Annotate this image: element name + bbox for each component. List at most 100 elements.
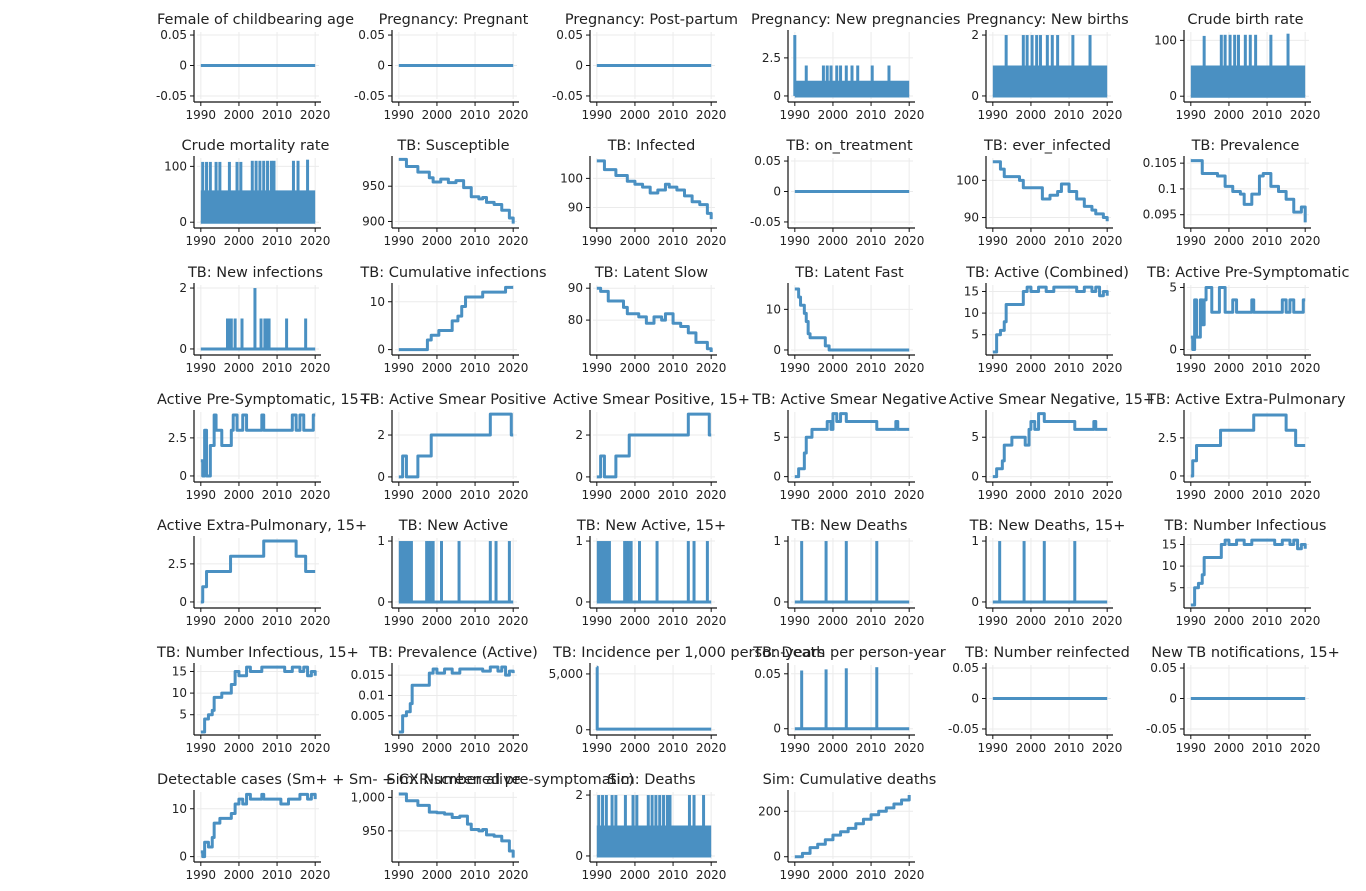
y-tick-label: 10 <box>370 295 385 309</box>
x-tick-label: 2020 <box>300 361 331 375</box>
x-tick-label: 2000 <box>422 868 453 882</box>
x-tick-label: 2010 <box>262 361 293 375</box>
x-tick-label: 1990 <box>582 614 613 628</box>
x-tick-label: 2000 <box>1214 108 1245 122</box>
y-tick-label: 0 <box>773 470 781 484</box>
x-tick-label: 2010 <box>262 234 293 248</box>
x-tick-label: 1990 <box>780 234 811 248</box>
series-line <box>795 667 909 729</box>
series-path <box>597 667 711 729</box>
y-tick-label: 0 <box>971 692 979 706</box>
y-tick-label: 10 <box>766 302 781 316</box>
series-line <box>795 289 909 350</box>
y-tick-label: 950 <box>362 179 385 193</box>
x-tick-label: 2020 <box>1290 361 1321 375</box>
x-tick-label: 2010 <box>460 868 491 882</box>
x-tick-label: 2000 <box>422 614 453 628</box>
x-tick-label: 2000 <box>422 234 453 248</box>
x-tick-label: 2000 <box>1016 614 1047 628</box>
x-tick-label: 2010 <box>1252 488 1283 502</box>
y-tick-label: 0.105 <box>1143 156 1177 170</box>
x-tick-label: 1990 <box>384 488 415 502</box>
x-tick-label: 1990 <box>384 868 415 882</box>
x-tick-label: 2010 <box>1252 741 1283 755</box>
x-tick-label: 2000 <box>620 868 651 882</box>
series-line <box>993 414 1107 477</box>
x-tick-label: 2000 <box>620 488 651 502</box>
x-tick-label: 2010 <box>658 868 689 882</box>
y-tick-label: -0.05 <box>552 89 583 103</box>
x-tick-label: 2020 <box>498 361 529 375</box>
x-tick-label: 2010 <box>262 108 293 122</box>
x-tick-label: 2000 <box>1016 361 1047 375</box>
x-tick-label: 2020 <box>894 361 925 375</box>
y-tick-label: 0 <box>179 595 187 609</box>
x-tick-label: 2020 <box>498 234 529 248</box>
x-tick-label: 1990 <box>780 488 811 502</box>
x-tick-label: 2020 <box>498 614 529 628</box>
y-tick-label: -0.05 <box>948 722 979 736</box>
x-tick-label: 2010 <box>658 234 689 248</box>
y-tick-label: 5,000 <box>549 667 583 681</box>
x-tick-label: 2020 <box>894 741 925 755</box>
x-tick-label: 1990 <box>186 108 217 122</box>
y-tick-label: 0 <box>1169 692 1177 706</box>
x-tick-label: 2010 <box>1054 234 1085 248</box>
x-tick-label: 2020 <box>696 614 727 628</box>
series-line <box>1191 287 1305 349</box>
y-tick-label: 10 <box>1162 559 1177 573</box>
x-tick-label: 2000 <box>224 361 255 375</box>
x-tick-label: 2020 <box>696 868 727 882</box>
y-tick-label: 90 <box>568 201 583 215</box>
x-tick-label: 1990 <box>582 488 613 502</box>
x-tick-label: 1990 <box>1176 108 1207 122</box>
x-tick-label: 2000 <box>620 361 651 375</box>
y-tick-label: 2.5 <box>168 431 187 445</box>
series-path <box>1191 540 1305 605</box>
x-tick-label: 1990 <box>978 361 1009 375</box>
series-line <box>597 161 711 219</box>
x-tick-label: 1990 <box>1176 488 1207 502</box>
x-tick-label: 2020 <box>300 488 331 502</box>
series-line <box>597 414 711 477</box>
x-tick-label: 2000 <box>224 614 255 628</box>
x-tick-label: 2010 <box>658 108 689 122</box>
x-tick-label: 2010 <box>1054 741 1085 755</box>
y-tick-label: 900 <box>362 214 385 228</box>
x-tick-label: 1990 <box>186 234 217 248</box>
x-tick-label: 2010 <box>460 488 491 502</box>
y-tick-label: 15 <box>172 664 187 678</box>
series-line <box>399 667 513 732</box>
series-line <box>597 541 711 602</box>
x-tick-label: 1990 <box>186 868 217 882</box>
x-tick-label: 1990 <box>582 741 613 755</box>
series-line <box>795 35 909 96</box>
y-tick-label: 0.005 <box>351 709 385 723</box>
x-tick-label: 2020 <box>300 234 331 248</box>
y-tick-label: 90 <box>568 281 583 295</box>
series-line <box>201 794 315 856</box>
x-tick-label: 1990 <box>582 108 613 122</box>
y-tick-label: 0.015 <box>351 668 385 682</box>
